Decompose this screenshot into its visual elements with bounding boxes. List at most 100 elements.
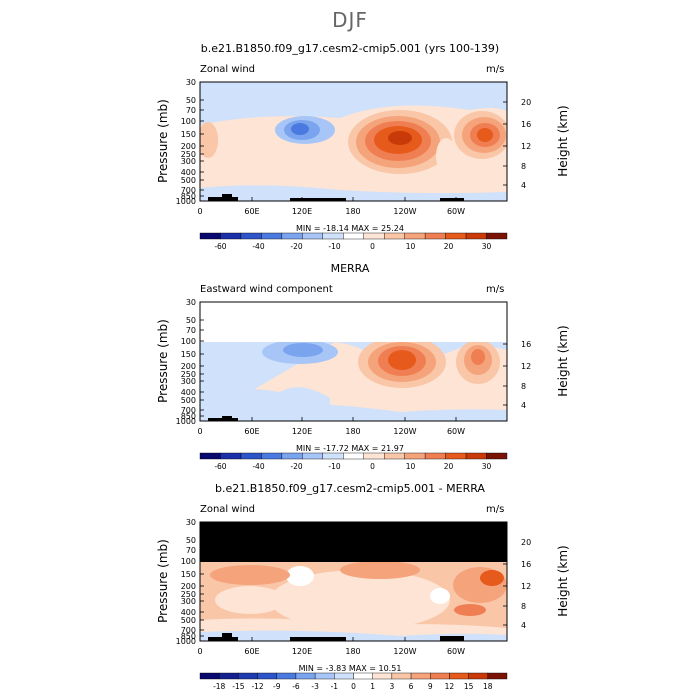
panel-3-masked-region	[200, 522, 507, 562]
colorbar-swatch	[220, 452, 242, 460]
colorbar-swatch	[468, 672, 489, 680]
colorbar-label: -18	[213, 682, 225, 691]
colorbar-swatch	[220, 232, 242, 240]
y-tick-label: 30	[186, 78, 196, 87]
colorbar-swatch	[465, 232, 487, 240]
x-tick-label: 120W	[393, 427, 416, 436]
panel-1-variable-label: Zonal wind	[200, 64, 256, 75]
y-tick-label: 250	[181, 370, 196, 379]
x-tick-label: 120E	[292, 427, 312, 436]
y-tick-label: 300	[181, 377, 196, 386]
y-tick-label: 250	[181, 590, 196, 599]
panel-3-ylabel: Pressure (mb)	[156, 539, 170, 623]
y-tick-label: 1000	[176, 637, 196, 646]
y2-tick-label: 4	[521, 621, 526, 630]
y2-tick-label: 16	[521, 340, 531, 349]
panel-3-title: b.e21.B1850.f09_g17.cesm2-cmip5.001 - ME…	[215, 482, 485, 495]
panel-2-ylabel: Pressure (mb)	[156, 319, 170, 403]
y-tick-label: 150	[181, 570, 196, 579]
y-tick-label: 100	[181, 557, 196, 566]
colorbar-swatch	[363, 452, 385, 460]
x-tick-label: 120W	[393, 647, 416, 656]
colorbar-swatch	[281, 232, 303, 240]
colorbar-swatch	[218, 672, 239, 680]
colorbar-swatch	[391, 672, 412, 680]
colorbar-swatch	[486, 452, 508, 460]
colorbar-swatch	[302, 232, 324, 240]
colorbar-label: -40	[252, 242, 264, 251]
colorbar-swatch	[240, 452, 262, 460]
colorbar-label: -1	[331, 682, 339, 691]
y-tick-label: 250	[181, 150, 196, 159]
x-tick-label: 180	[345, 427, 360, 436]
y-tick-label: 30	[186, 518, 196, 527]
y-tick-label: 500	[181, 616, 196, 625]
panel-2-stats: MIN = -17.72 MAX = 21.97	[296, 444, 404, 453]
y-tick-label: 50	[186, 316, 196, 325]
colorbar-swatch	[199, 452, 221, 460]
panel-2-variable-label: Eastward wind component	[200, 284, 333, 295]
y-tick-label: 150	[181, 130, 196, 139]
colorbar-swatch	[199, 232, 221, 240]
y2-tick-label: 4	[521, 401, 526, 410]
colorbar-swatch	[363, 232, 385, 240]
x-tick-label: 60W	[447, 207, 465, 216]
colorbar-swatch	[334, 672, 354, 680]
colorbar-swatch	[384, 452, 405, 460]
x-tick-label: 120W	[393, 207, 416, 216]
y-tick-label: 70	[186, 326, 196, 335]
y-tick-label: 50	[186, 536, 196, 545]
y-tick-label: 400	[181, 388, 196, 397]
panel-2-frame	[199, 301, 508, 422]
colorbar-label: -10	[328, 462, 340, 471]
panel-1-contour-field	[200, 82, 507, 201]
colorbar-swatch	[424, 452, 446, 460]
colorbar-swatch	[343, 452, 364, 460]
panel-3-stats: MIN = -3.83 MAX = 10.51	[298, 664, 402, 673]
colorbar-swatch	[240, 232, 262, 240]
panel-3-terrain	[208, 633, 464, 641]
y-tick-label: 200	[181, 582, 196, 591]
colorbar-label: 12	[445, 682, 455, 691]
colorbar-label: 10	[406, 242, 416, 251]
colorbar-swatch	[322, 232, 344, 240]
y2-tick-label: 12	[521, 362, 531, 371]
colorbar-swatch	[445, 232, 467, 240]
y2-tick-label: 20	[521, 98, 531, 107]
colorbar-swatch	[302, 452, 324, 460]
y-tick-label: 500	[181, 176, 196, 185]
colorbar-label: 0	[370, 462, 375, 471]
colorbar-label: -60	[214, 242, 226, 251]
panel-1-frame	[199, 81, 508, 202]
colorbar-swatch	[199, 672, 220, 680]
colorbar-label: 6	[409, 682, 414, 691]
colorbar-label: -20	[290, 242, 302, 251]
x-tick-label: 60E	[244, 427, 259, 436]
y-tick-label: 1000	[176, 197, 196, 206]
y2-tick-label: 12	[521, 142, 531, 151]
panel-2-missing-data	[200, 302, 507, 342]
colorbar-swatch	[445, 452, 467, 460]
panel-3-frame	[199, 521, 508, 642]
y2-tick-label: 12	[521, 582, 531, 591]
panel-1-title: b.e21.B1850.f09_g17.cesm2-cmip5.001 (yrs…	[200, 42, 500, 55]
x-tick-label: 60W	[447, 647, 465, 656]
colorbar-swatch	[487, 672, 508, 680]
x-tick-label: 0	[197, 427, 202, 436]
colorbar-swatch	[257, 672, 277, 680]
colorbar-swatch	[276, 672, 297, 680]
colorbar-label: 9	[428, 682, 433, 691]
panel-2-y2label: Height (km)	[556, 325, 570, 397]
x-tick-label: 180	[345, 647, 360, 656]
x-tick-label: 0	[197, 207, 202, 216]
panel-2-units: m/s	[486, 284, 505, 295]
y-tick-label: 1000	[176, 417, 196, 426]
x-tick-label: 180	[345, 207, 360, 216]
y-tick-label: 70	[186, 546, 196, 555]
colorbar-swatch	[353, 672, 373, 680]
colorbar-label: -6	[292, 682, 300, 691]
y-tick-label: 100	[181, 337, 196, 346]
y2-tick-label: 16	[521, 120, 531, 129]
colorbar-swatch	[343, 232, 364, 240]
